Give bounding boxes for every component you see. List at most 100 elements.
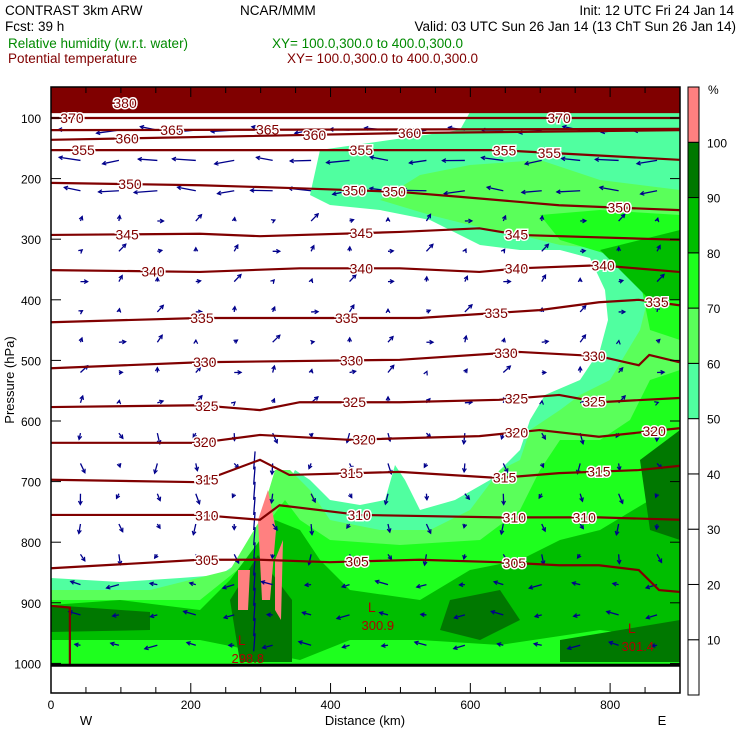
wind-arrowhead: [351, 369, 357, 375]
wind-arrowhead: [581, 248, 587, 254]
organization: NCAR/MMM: [240, 3, 316, 18]
wind-arrowhead: [461, 439, 467, 446]
wind-arrowhead: [171, 156, 177, 162]
wind-arrow: [463, 554, 466, 560]
wind-arrow: [302, 611, 312, 616]
wind-arrowhead: [424, 275, 429, 281]
wind-arrow: [370, 156, 389, 162]
wind-arrow: [80, 310, 83, 313]
wind-arrow: [599, 186, 619, 192]
wind-arrow: [262, 644, 273, 649]
wind-arrow: [381, 644, 389, 647]
wind-arrowhead: [528, 584, 534, 590]
wind-arrowhead: [221, 584, 227, 590]
wind-arrow: [463, 463, 466, 472]
wind-arrow: [615, 432, 620, 438]
wind-arrow: [183, 610, 196, 616]
wind-arrowhead: [67, 610, 73, 615]
wind-arrow: [272, 365, 276, 373]
wind-arrowhead: [237, 370, 243, 375]
wind-arrow: [195, 366, 201, 373]
wind-arrow: [387, 553, 393, 560]
wind-arrowhead: [452, 645, 458, 651]
wind-arrow: [288, 187, 312, 192]
wind-arrow: [154, 553, 158, 559]
theta-label: 340: [505, 261, 529, 277]
wind-arrow: [195, 463, 199, 471]
wind-arrow: [233, 274, 242, 283]
theta-label: 345: [115, 226, 139, 242]
wind-arrowhead: [271, 305, 276, 312]
wind-arrow: [618, 213, 626, 222]
wind-arrowhead: [347, 336, 353, 342]
wind-arrow: [156, 523, 161, 529]
wind-arrow: [502, 338, 506, 343]
wind-arrowhead: [196, 278, 202, 284]
wind-arrow: [233, 306, 236, 312]
wind-arrowhead: [57, 155, 64, 161]
wind-arrowhead: [654, 437, 660, 443]
wind-arrowhead: [81, 468, 86, 474]
rh-shading: [51, 87, 680, 693]
wind-arrowhead: [270, 278, 276, 284]
wind-arrow: [253, 587, 256, 606]
theta-label: 330: [494, 345, 518, 361]
wind-arrowhead: [555, 95, 561, 101]
wind-arrowhead: [461, 468, 467, 474]
wind-arrowhead: [116, 462, 122, 469]
wind-arrow: [463, 523, 466, 528]
wind-arrow: [272, 306, 276, 313]
wind-arrowhead: [619, 499, 624, 505]
wind-arrow: [294, 129, 312, 134]
below-ground: [51, 665, 680, 693]
wind-arrowhead: [453, 614, 459, 620]
wind-arrowhead: [194, 466, 200, 472]
wind-arrow: [310, 493, 316, 503]
wind-arrow: [68, 611, 81, 616]
wind-arrowhead: [132, 189, 139, 195]
wind-arrow: [579, 399, 586, 404]
wind-arrowhead: [348, 493, 353, 499]
wind-arrowhead: [308, 368, 314, 374]
wind-arrow: [156, 493, 161, 501]
theta-line-330: [51, 350, 680, 370]
wind-arrow: [250, 97, 273, 101]
wind-arrowhead: [660, 273, 665, 279]
wind-arrow: [195, 214, 203, 222]
wind-arrowhead: [265, 612, 272, 618]
wind-arrow: [656, 462, 662, 469]
wind-arrowhead: [196, 366, 202, 372]
wind-arrowhead: [310, 339, 316, 345]
low-value: 298.8: [232, 651, 265, 666]
wind-arrowhead: [442, 190, 449, 196]
wind-arrow: [579, 334, 587, 343]
wind-arrow: [521, 190, 542, 194]
rh-region-80: [51, 470, 680, 660]
wind-arrowhead: [132, 94, 139, 100]
theta-label: 340: [591, 258, 615, 274]
wind-arrowhead: [620, 213, 626, 219]
wind-arrow: [349, 219, 354, 222]
wind-arrow: [454, 614, 466, 619]
wind-arrowhead: [426, 213, 432, 219]
wind-arrowhead: [314, 212, 320, 218]
east-label: E: [658, 713, 667, 728]
wind-arrowhead: [492, 580, 499, 586]
wind-arrow: [336, 614, 350, 620]
wind-arrowhead: [380, 643, 386, 648]
wind-arrow: [172, 158, 196, 162]
wind-arrow: [98, 190, 119, 193]
wind-arrowhead: [78, 310, 84, 315]
wind-arrowhead: [273, 525, 278, 531]
wind-arrow: [192, 523, 197, 535]
plot-frame: [50, 86, 681, 694]
wind-arrowhead: [231, 493, 237, 499]
wind-arrow: [348, 304, 355, 313]
wind-arrowhead: [121, 243, 127, 249]
wind-arrowhead: [111, 613, 117, 618]
theta-line-350: [51, 181, 680, 212]
wind-arrow: [500, 432, 504, 440]
wind-arrow: [599, 99, 619, 105]
wind-arrow: [332, 95, 350, 101]
wind-arrowhead: [314, 309, 320, 315]
